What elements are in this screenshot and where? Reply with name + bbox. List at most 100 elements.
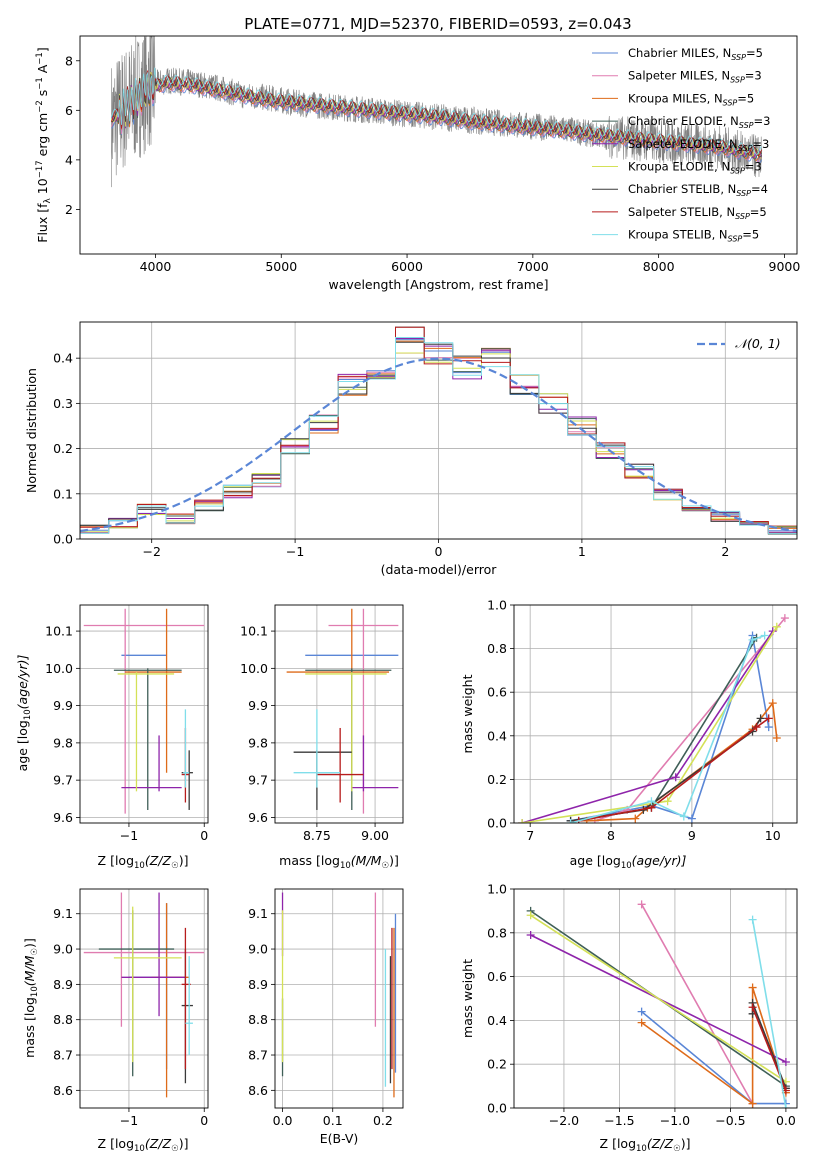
x-tick-label: 9000	[769, 259, 801, 274]
mass-weight-marker	[679, 812, 688, 821]
y-tick-label: 8.7	[248, 1048, 268, 1063]
y-tick-label: 10.0	[45, 661, 73, 676]
mass-weight-marker	[768, 699, 777, 708]
massweight-vs-z-panel: −2.0 −1.5 −1.0 −0.5 0.0 0.0 0.2 0.4 0.6 0.8 1.0 mas…	[460, 882, 798, 1128]
axes-frame	[79, 888, 209, 1109]
mass-weight-marker	[748, 1003, 757, 1012]
y-tick-label: 9.1	[53, 906, 73, 921]
svg-text:Flux [fλ 10−17 erg cm−2 s−1 A−: Flux [fλ 10−17 erg cm−2 s−1 A−1]	[35, 47, 53, 242]
y-tick-label: 9.1	[248, 906, 268, 921]
axes-frame	[274, 888, 404, 1109]
y-tick-label: 9.0	[248, 942, 268, 957]
mass-weight-line-5	[521, 630, 774, 823]
y-tick-label: 0.2	[487, 772, 507, 787]
legend-label: Chabrier STELIB, NSSP=4	[628, 182, 768, 198]
mass-weight-marker	[566, 819, 575, 823]
axes-frame	[274, 604, 404, 824]
y-tick-label: 8.6	[248, 1083, 268, 1098]
x-tick-label: −1	[120, 828, 138, 843]
axes-frame	[513, 604, 798, 824]
y-tick-label: 10.0	[240, 661, 268, 676]
axes-frame	[79, 604, 209, 824]
age-ylabel: age [log10(age/yr)]	[15, 655, 33, 772]
mass-weight-marker	[760, 631, 769, 640]
model-spectrum-8	[110, 70, 762, 157]
y-tick-label: 9.7	[248, 773, 268, 788]
y-tick-label: 8.7	[53, 1048, 73, 1063]
axes-frame	[513, 888, 798, 1109]
mass-weight-marker	[526, 930, 535, 939]
mass-vs-z-plot-area	[83, 892, 205, 1098]
y-tick-label: 0.2	[53, 441, 73, 456]
massweight-vs-z-xlabel: Z [log10(Z/Z☉)]	[600, 1136, 691, 1154]
y-tick-label: 8.9	[248, 977, 268, 992]
x-tick-label: −1	[120, 1113, 138, 1128]
y-tick-label: 1.0	[487, 598, 507, 613]
spectrum-ylabel: Flux [fλ 10−17 erg cm−2 s−1 A−1]	[35, 47, 53, 242]
massweight-vs-age-panel: 7 8 9 10 0.0 0.2 0.4 0.6 0.8 1.0 mass weight	[460, 598, 798, 843]
y-tick-label: 0.6	[487, 685, 507, 700]
mass-weight-marker	[764, 714, 773, 723]
model-spectrum-4	[111, 73, 762, 160]
legend-label: Kroupa MILES, NSSP=5	[628, 91, 754, 107]
legend-label: Salpeter STELIB, NSSP=5	[628, 205, 767, 221]
y-tick-label: 1.0	[487, 882, 507, 897]
legend-label: Chabrier MILES, NSSP=5	[628, 46, 763, 62]
mass-weight-marker	[748, 983, 757, 992]
y-tick-label: 0.3	[53, 396, 73, 411]
mass-vs-ebv-plot-area	[281, 892, 397, 1098]
mass-weight-line-6	[521, 626, 778, 823]
x-tick-label: 7	[526, 828, 534, 843]
mass-weight-marker	[781, 1058, 790, 1067]
x-tick-label: −2	[142, 544, 160, 559]
x-tick-label: 8	[607, 828, 615, 843]
model-spectrum-2	[110, 76, 762, 163]
mass-weight-line-3	[586, 701, 778, 822]
x-tick-label: 8.75	[303, 828, 331, 843]
mass-ylabel: mass [log10(M/M☉)]	[22, 938, 40, 1058]
x-tick-label: −1.0	[660, 1113, 690, 1128]
spectrum-plot-area	[110, 36, 763, 188]
x-tick-label: 0	[435, 544, 443, 559]
age-vs-z-panel: −1 0 9.6 9.7 9.8 9.9 10.0 10.1	[45, 604, 209, 843]
legend-label: Chabrier ELODIE, NSSP=3	[628, 114, 770, 130]
mass-weight-marker	[637, 1007, 646, 1016]
mass-weight-marker	[526, 911, 535, 920]
x-tick-label: 7000	[517, 259, 549, 274]
age-vs-mass-xlabel: mass [log10(M/M☉)]	[279, 853, 399, 871]
x-tick-label: 0.2	[373, 1113, 393, 1128]
mass-weight-marker	[637, 1018, 646, 1027]
mass-weight-marker	[748, 1099, 757, 1108]
legend-label: Salpeter MILES, NSSP=3	[628, 69, 762, 85]
y-axis-label: mass weight	[460, 959, 475, 1038]
massweight-vs-age-plot-area	[518, 614, 789, 823]
y-tick-label: 0.2	[487, 1057, 507, 1072]
y-tick-label: 0.0	[53, 532, 73, 547]
mass-weight-marker	[756, 714, 765, 723]
y-tick-label: 4	[65, 152, 73, 167]
y-tick-label: 0.4	[487, 1013, 507, 1028]
age-vs-mass-panel: 8.75 9.00 9.6 9.7 9.8 9.9 10.0 10.1	[240, 604, 404, 843]
x-tick-label: −2.0	[549, 1113, 579, 1128]
y-tick-label: 2	[65, 202, 73, 217]
x-tick-label: 0.0	[776, 1113, 796, 1128]
legend-label: Kroupa ELODIE, NSSP=3	[628, 160, 762, 176]
mass-weight-marker	[518, 819, 527, 823]
y-axis-label: mass weight	[460, 674, 475, 753]
y-tick-label: 8.8	[248, 1012, 268, 1027]
y-tick-label: 6	[65, 103, 73, 118]
mass-weight-marker	[748, 635, 757, 644]
y-tick-label: 0.0	[487, 1101, 507, 1116]
x-tick-label: 4000	[140, 259, 172, 274]
mass-weight-line-8	[578, 717, 770, 822]
massweight-vs-age-xlabel: age [log10(age/yr)]	[570, 853, 687, 871]
x-axis-label: E(B-V)	[320, 1131, 359, 1146]
mass-weight-marker	[663, 797, 672, 806]
axes-frame	[79, 35, 798, 255]
x-tick-label: 0.0	[273, 1113, 293, 1128]
x-tick-label: 5000	[265, 259, 297, 274]
mass-weight-marker	[748, 915, 757, 924]
x-tick-label: 9	[688, 828, 696, 843]
mass-weight-marker	[780, 614, 789, 623]
